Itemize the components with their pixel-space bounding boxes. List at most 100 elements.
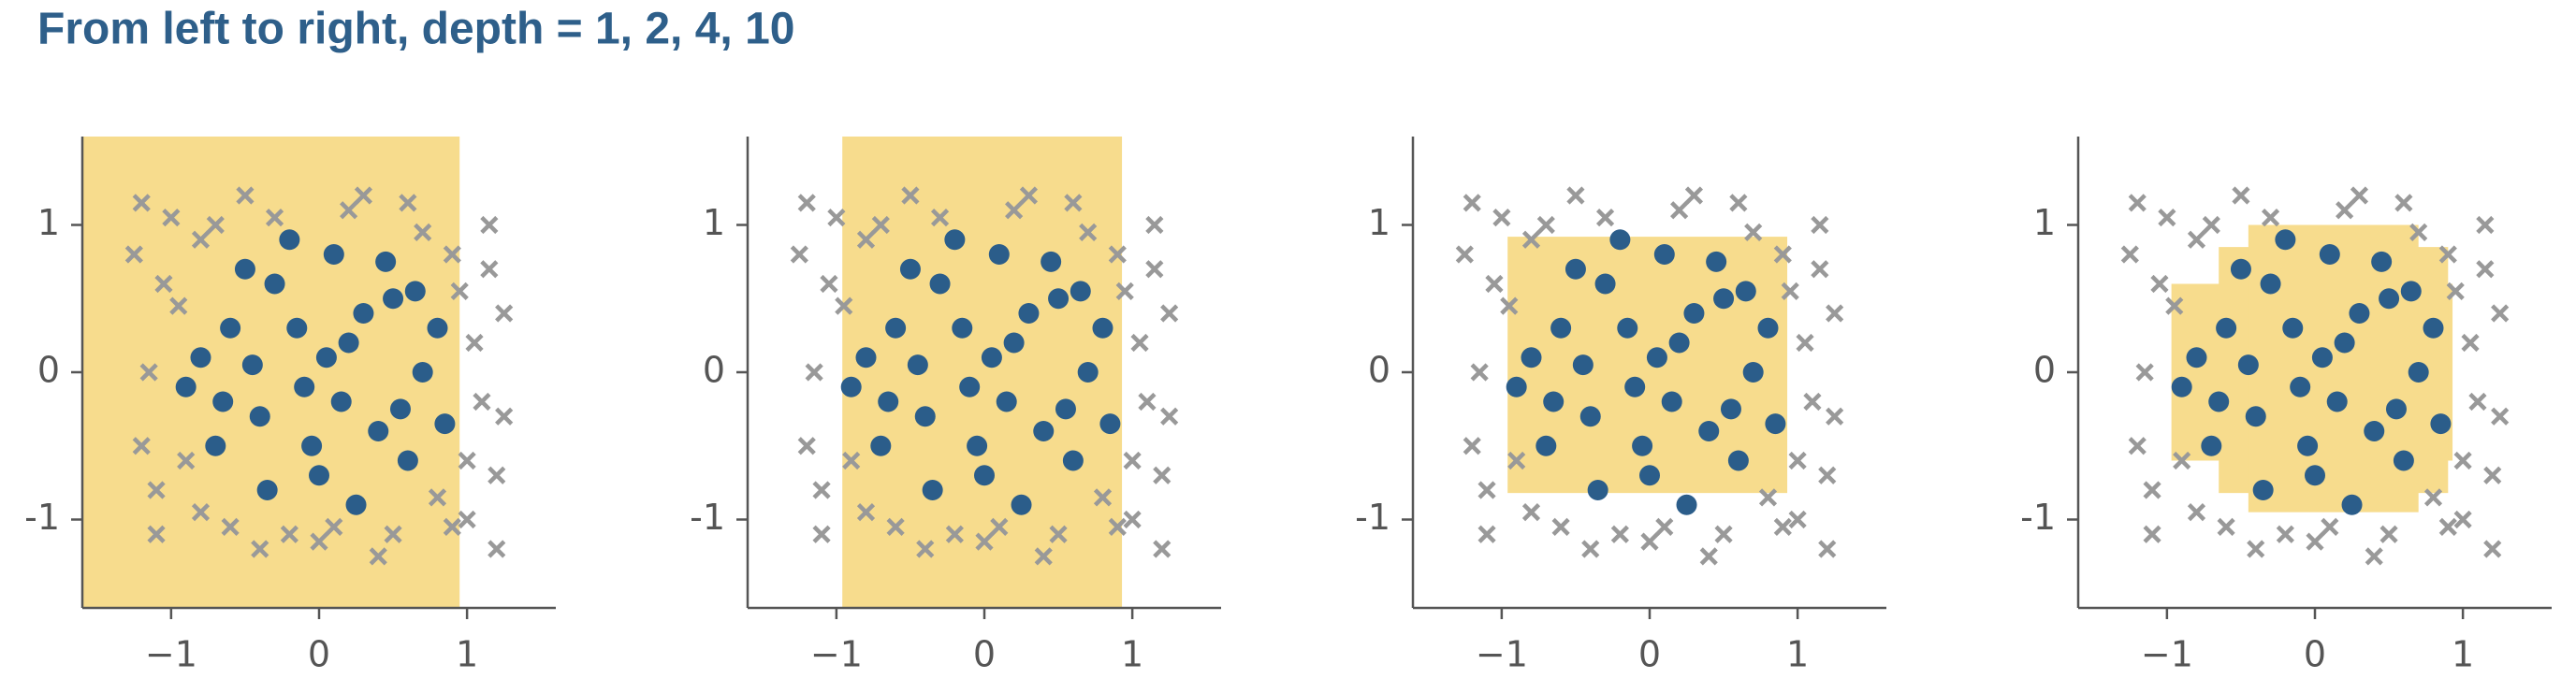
negative-point [177,451,196,470]
positive-point [996,391,1017,412]
y-tick-label: -1 [2020,497,2056,538]
positive-point [929,273,951,295]
positive-point [952,317,973,339]
positive-point [1070,281,1091,302]
negative-point [2321,517,2339,536]
negative-point [2276,525,2294,543]
negative-point [488,466,506,484]
positive-point [234,258,255,280]
positive-point [922,480,943,500]
positive-point [878,391,899,412]
positive-point [2171,376,2192,397]
negative-point [1729,194,1748,212]
y-tick-label: 0 [703,350,725,391]
positive-point [338,332,359,354]
negative-point [856,503,876,522]
positive-point [1713,288,1735,310]
negative-point [1773,517,1792,536]
positive-point [840,376,862,397]
positive-point [404,281,426,302]
x-tick-label: 0 [308,634,330,675]
positive-point [2208,391,2230,412]
y-tick-label: -1 [1355,497,1390,538]
y-tick-label: 1 [1368,202,1390,243]
positive-point [2423,317,2444,339]
x-tick-label: −1 [145,634,197,675]
positive-point [249,406,270,427]
negative-point [495,407,514,426]
negative-point [930,209,950,227]
panel: −1 0 1 -1 0 1 [2020,137,2552,675]
positive-point [855,347,877,368]
x-tick-label: 1 [2452,634,2474,675]
negative-point [1064,194,1083,212]
negative-point [1811,260,1829,279]
positive-point [279,229,300,251]
positive-point [1617,317,1638,339]
y-tick-label: 1 [703,202,725,243]
positive-point [264,273,285,295]
y-tick-label: 0 [37,350,60,391]
positive-point [1632,435,1653,456]
positive-point [870,435,892,456]
negative-point [2476,260,2495,279]
positive-point [2400,281,2422,302]
negative-point [2453,510,2472,529]
positive-point [2319,244,2340,265]
negative-point [975,532,994,551]
positive-point [175,376,196,397]
positive-point [427,317,448,339]
negative-point [2423,488,2443,507]
negative-point [1803,392,1822,412]
positive-point [2408,362,2429,383]
negative-point [2187,230,2206,249]
negative-point [191,503,211,522]
positive-point [345,494,367,515]
negative-point [2365,547,2383,566]
negative-point [1773,245,1792,264]
negative-point [458,451,476,470]
negative-point [1788,510,1807,529]
negative-point [2483,466,2502,484]
positive-point [383,288,404,310]
y-tick-label: 1 [37,202,60,243]
negative-point [221,517,240,536]
positive-point [1092,317,1113,339]
positive-point [1506,376,1527,397]
x-tick-label: −1 [1476,634,1528,675]
positive-point [1579,406,1601,427]
positive-point [1757,317,1779,339]
panel: −1 0 1 -1 0 1 [24,137,556,675]
positive-point [2371,251,2393,272]
figure-title: From left to right, depth = 1, 2, 4, 10 [37,5,794,54]
negative-point [1463,194,1481,212]
negative-point [1145,215,1164,235]
negative-point [2394,194,2413,212]
negative-point [1034,547,1053,566]
negative-point [399,194,417,212]
positive-point [1765,413,1786,435]
negative-point [251,540,269,558]
positive-point [1062,450,1084,471]
negative-point [354,186,373,205]
negative-point [2143,481,2161,499]
positive-point [212,391,234,412]
positive-point [190,347,211,368]
negative-point [428,488,447,507]
positive-point [2311,347,2333,368]
negative-point [414,223,432,241]
positive-point [256,480,278,500]
negative-point [1153,466,1172,484]
positive-point [1742,362,1764,383]
positive-point [2186,347,2207,368]
negative-point [2158,209,2176,227]
negative-point [1826,407,1844,426]
negative-point [162,209,181,227]
negative-point [488,540,506,558]
negative-point [827,209,846,227]
positive-point [2430,413,2452,435]
negative-point [2165,296,2184,315]
negative-point [1153,540,1172,558]
positive-point [2290,376,2311,397]
negative-point [1115,282,1134,300]
